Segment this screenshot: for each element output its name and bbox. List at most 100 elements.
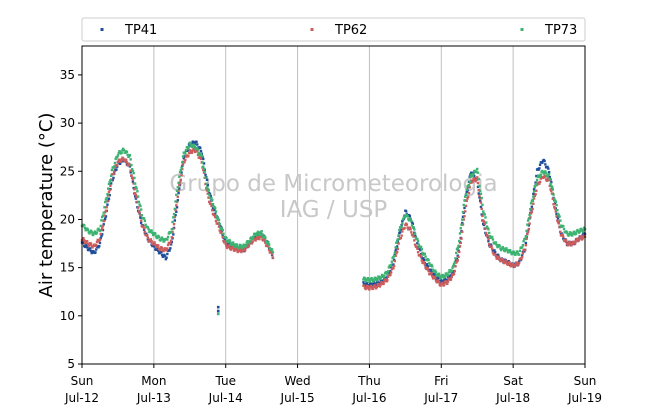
data-point [365, 280, 368, 283]
data-point [468, 186, 471, 189]
data-point [183, 160, 186, 164]
data-point [192, 141, 195, 144]
data-point [169, 242, 172, 245]
data-point [512, 250, 516, 254]
data-point [383, 272, 387, 275]
data-point [467, 195, 470, 199]
data-point [90, 230, 93, 234]
data-point [197, 151, 200, 155]
data-point [169, 247, 172, 250]
data-point [521, 244, 525, 247]
data-point [199, 152, 203, 156]
data-point [557, 213, 561, 217]
data-point [458, 245, 462, 248]
x-tick-day: Thu [357, 374, 381, 388]
x-tick-date: Jul-17 [423, 391, 458, 405]
data-point [238, 247, 242, 251]
data-point [108, 180, 111, 184]
data-point [535, 183, 539, 187]
data-point [205, 186, 209, 189]
data-point [386, 270, 390, 273]
data-point [547, 177, 550, 180]
data-point [170, 236, 174, 239]
data-point [142, 228, 146, 231]
data-point [520, 254, 524, 257]
data-point [193, 145, 197, 149]
data-point [521, 252, 525, 255]
data-point [544, 175, 547, 178]
data-point [163, 247, 167, 250]
data-point [390, 260, 394, 263]
data-point [241, 244, 245, 248]
data-point [395, 241, 398, 244]
data-point [524, 235, 528, 238]
data-point [167, 232, 171, 235]
data-point [154, 232, 157, 235]
data-point [569, 242, 572, 246]
data-point [480, 213, 483, 216]
data-point [146, 236, 150, 239]
series-TP73 [80, 141, 587, 316]
data-point [177, 189, 180, 192]
legend-label: TP41 [124, 23, 157, 38]
data-point [574, 239, 578, 243]
data-point [368, 286, 372, 289]
data-point [538, 180, 542, 184]
data-point [473, 177, 476, 180]
data-point [478, 194, 481, 197]
data-point [157, 244, 160, 247]
data-point [566, 233, 569, 236]
data-point [481, 203, 484, 207]
data-point [477, 189, 480, 192]
data-point [392, 254, 396, 258]
data-point [483, 213, 486, 216]
data-point [189, 149, 192, 153]
outlier-point [216, 305, 220, 309]
data-point [393, 253, 397, 256]
data-point [532, 190, 536, 193]
data-point [100, 219, 103, 222]
data-point [177, 191, 180, 195]
x-tick-day: Wed [284, 374, 310, 388]
y-tick-label: 10 [60, 309, 75, 323]
data-point [395, 250, 399, 254]
data-point [497, 255, 501, 259]
data-point [196, 148, 200, 151]
data-point [389, 273, 392, 277]
data-point [208, 200, 211, 204]
data-point [471, 180, 474, 183]
data-point [410, 221, 414, 224]
data-point [139, 208, 143, 211]
data-point [175, 204, 178, 207]
data-point [157, 235, 161, 239]
data-point [193, 149, 196, 152]
data-point [181, 167, 184, 171]
data-point [525, 229, 528, 233]
data-point [133, 188, 136, 191]
data-point [413, 232, 417, 235]
y-axis: 5 10 15 20 25 30 35 [60, 68, 82, 371]
data-point [379, 283, 382, 286]
data-point [368, 284, 371, 287]
data-point [173, 215, 177, 219]
data-point [243, 248, 247, 252]
data-point [463, 215, 466, 218]
data-point [551, 188, 555, 191]
data-point [154, 235, 158, 238]
data-point [365, 281, 369, 285]
data-point [163, 253, 166, 257]
data-point [510, 264, 513, 268]
data-point [181, 164, 184, 168]
data-point [240, 250, 243, 254]
data-point [159, 239, 162, 242]
data-point [376, 277, 379, 280]
data-point [544, 171, 548, 175]
data-point [498, 257, 501, 261]
data-point [83, 239, 86, 242]
data-point [371, 278, 374, 281]
data-point [99, 237, 102, 240]
data-point [576, 238, 579, 241]
data-point [452, 272, 456, 276]
data-point [255, 234, 258, 237]
data-point [166, 247, 169, 250]
